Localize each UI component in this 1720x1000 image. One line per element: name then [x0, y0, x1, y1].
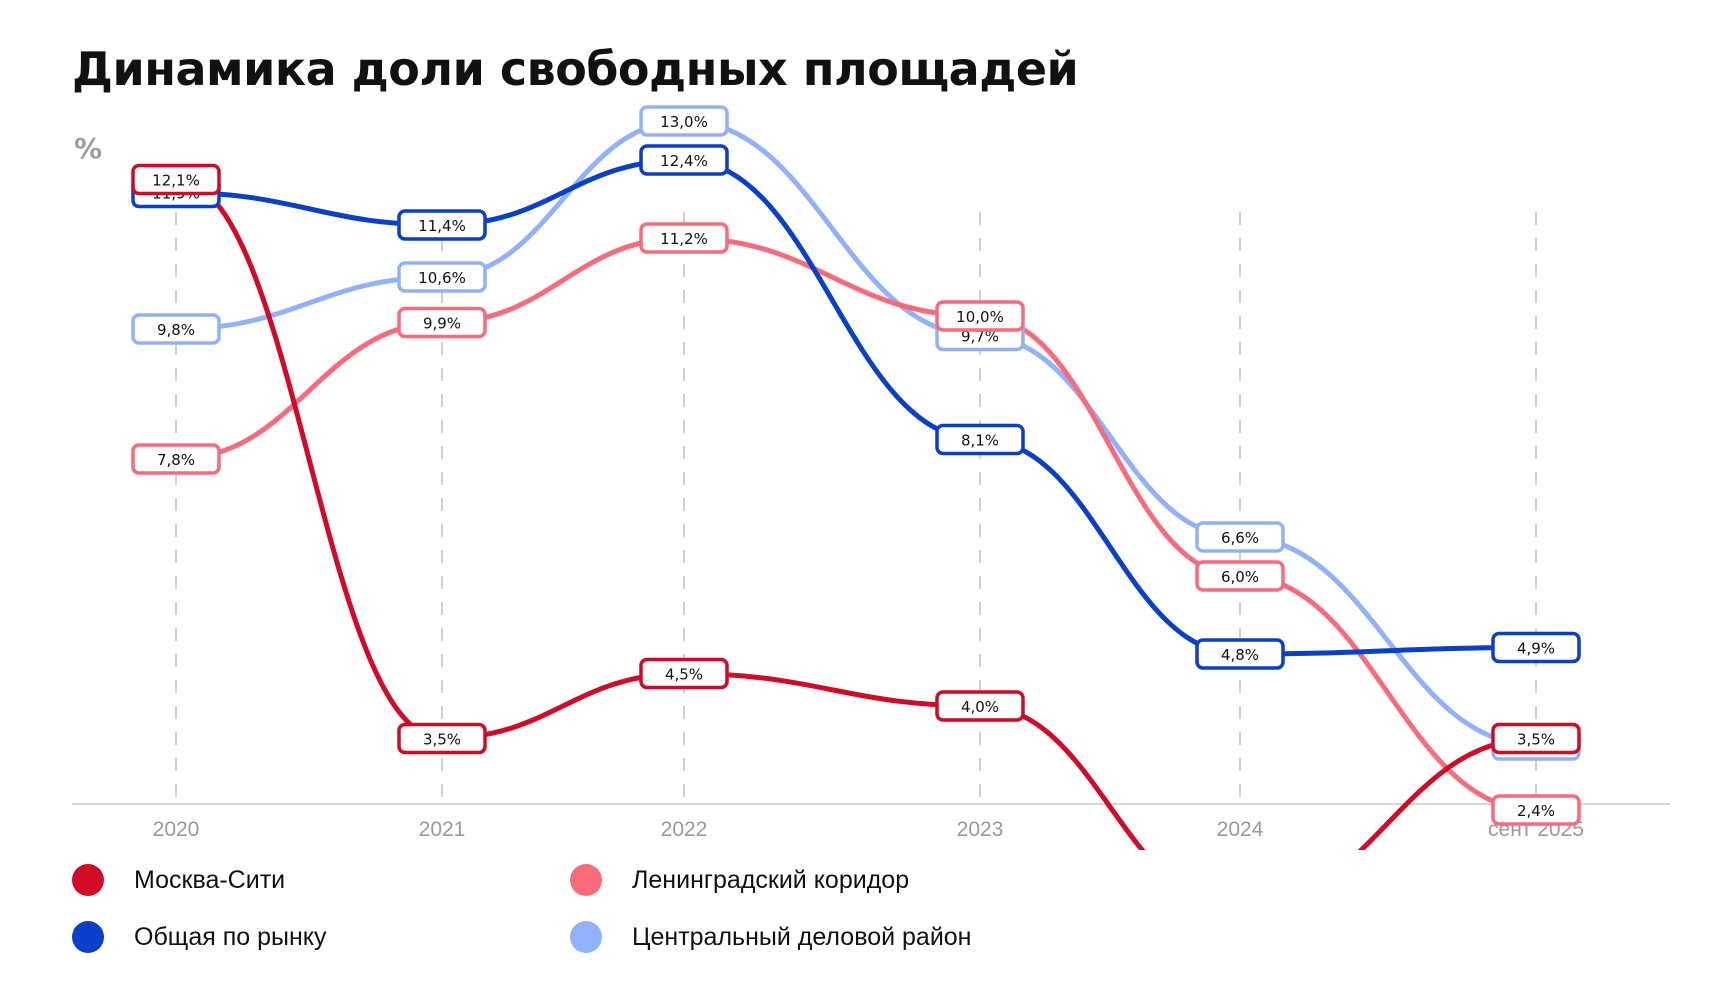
data-label: 2,4%: [1517, 802, 1555, 820]
x-tick-label: 2022: [661, 818, 708, 841]
data-label: 10,0%: [956, 308, 1004, 326]
legend-item-leningrad: Ленинградский коридор: [570, 860, 909, 900]
data-label-box: [639, 144, 729, 176]
legend-swatch-leningrad: [570, 864, 602, 896]
data-label-box: [131, 443, 221, 475]
data-label: 4,9%: [1517, 640, 1555, 658]
data-label-box: [1491, 794, 1581, 826]
data-label-box: [131, 163, 221, 196]
legend-item-market: Общая по рынку: [72, 917, 327, 957]
x-tick-label: 2021: [419, 818, 466, 841]
data-label: 7,8%: [157, 451, 195, 469]
data-label-box: [1195, 638, 1285, 670]
data-label: 9,9%: [423, 315, 461, 333]
data-label: 4,8%: [1221, 646, 1259, 664]
data-label-box: [639, 222, 729, 254]
data-label-box: [397, 306, 487, 339]
legend-item-moscow-city: Москва-Сити: [72, 860, 285, 900]
data-label-box: [935, 300, 1025, 332]
legend-label-market: Общая по рынку: [134, 922, 327, 951]
data-label-box: [1491, 722, 1581, 755]
data-label: 10,6%: [418, 269, 466, 287]
data-label: 9,8%: [157, 321, 195, 339]
line-chart: 2020 2021 2022 2023 2024 сент 20259,8%10,6%13…: [72, 105, 1670, 850]
series-line-ленинградский-коридор: [173, 235, 1539, 813]
data-label: 3,5%: [423, 731, 461, 749]
data-label: 12,4%: [660, 152, 708, 170]
data-label: 11,2%: [660, 230, 708, 248]
data-label: 9,7%: [961, 328, 999, 346]
data-label-box: [1195, 521, 1285, 553]
x-tick-label: 2023: [957, 818, 1004, 841]
data-label: 12,1%: [152, 172, 200, 190]
data-label-box: [1195, 560, 1285, 592]
x-tick-label: 2020: [153, 818, 200, 841]
legend-swatch-market: [72, 921, 104, 953]
legend-label-leningrad: Ленинградский коридор: [632, 865, 910, 894]
data-label: 13,0%: [660, 113, 708, 131]
chart-title: Динамика доли свободных площадей: [72, 42, 1079, 96]
data-label: 11,4%: [418, 217, 466, 235]
data-label: 3,5%: [1517, 731, 1555, 749]
y-unit-label: %: [74, 132, 103, 165]
data-label-box: [131, 313, 221, 345]
legend-label-cbd: Центральный деловой район: [632, 922, 972, 951]
data-label-box: [935, 690, 1025, 722]
legend-swatch-moscow-city: [72, 864, 104, 896]
data-label-box: [397, 209, 487, 241]
legend-swatch-cbd: [570, 921, 602, 953]
data-label: 4,0%: [961, 698, 999, 716]
legend-label-moscow-city: Москва-Сити: [134, 865, 286, 894]
data-label-box: [397, 722, 487, 755]
series-line-москва-сити: [173, 177, 1539, 850]
data-label-box: [1491, 631, 1581, 664]
data-label: 8,1%: [961, 432, 999, 450]
legend-item-cbd: Центральный деловой район: [570, 917, 972, 957]
data-label: 6,0%: [1221, 568, 1259, 586]
data-label: 6,6%: [1221, 529, 1259, 547]
data-label-box: [639, 105, 729, 137]
x-tick-label: 2024: [1217, 818, 1264, 841]
data-label-box: [639, 657, 729, 690]
data-label: 4,5%: [665, 666, 703, 684]
data-label-box: [935, 423, 1025, 456]
data-label-box: [397, 261, 487, 293]
